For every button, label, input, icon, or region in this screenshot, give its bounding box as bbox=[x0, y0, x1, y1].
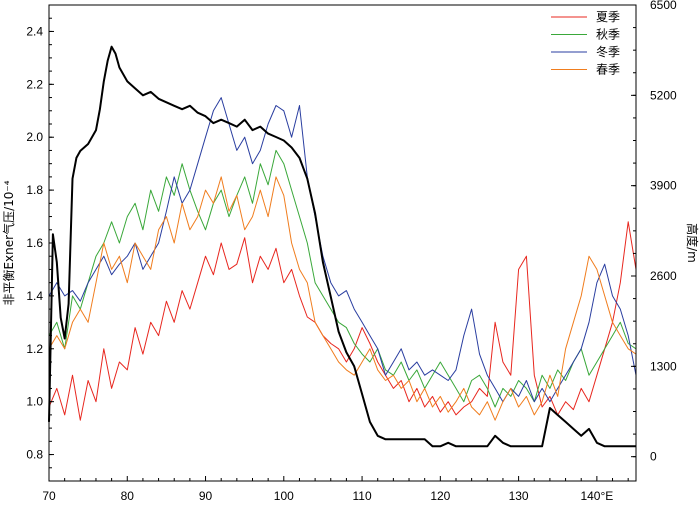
x-tick-label: 100 bbox=[274, 489, 294, 503]
series-layer bbox=[48, 45, 637, 448]
plot-area bbox=[49, 5, 636, 481]
y-axis-left: 0.8 1.0 1.2 1.4 1.6 1.8 2.0 2.2 2.4 bbox=[26, 4, 54, 482]
y-left-tick-label: 1.4 bbox=[26, 289, 43, 303]
x-axis: 70 80 90 100 110 120 130 140°E bbox=[42, 476, 629, 503]
x-tick-label: 110 bbox=[352, 489, 371, 503]
x-tick-label: 80 bbox=[121, 489, 135, 503]
x-tick-label: 90 bbox=[199, 489, 213, 503]
y-right-tick-label: 0 bbox=[650, 450, 657, 464]
series-line-1 bbox=[48, 149, 637, 408]
y-axis-left-title: 非平衡Exner气压/10⁻⁴ bbox=[1, 180, 16, 305]
x-tick-label: 120 bbox=[430, 489, 450, 503]
y-left-tick-label: 1.0 bbox=[26, 395, 43, 409]
x-tick-label: 140°E bbox=[580, 489, 613, 503]
y-right-tick-label: 2600 bbox=[650, 269, 677, 283]
y-left-tick-label: 2.4 bbox=[26, 24, 43, 38]
legend-label: 冬季 bbox=[596, 44, 620, 59]
y-axis-right: 0 1300 2600 3900 5200 6500 bbox=[631, 0, 677, 464]
y-left-tick-label: 1.2 bbox=[26, 342, 43, 356]
legend-label: 秋季 bbox=[596, 28, 620, 42]
y-right-tick-label: 1300 bbox=[650, 359, 677, 373]
y-left-tick-label: 2.2 bbox=[26, 77, 43, 91]
series-line-0 bbox=[48, 221, 637, 421]
y-axis-right-title: 高度/m bbox=[685, 223, 700, 263]
legend-label: 春季 bbox=[596, 63, 620, 77]
y-right-tick-label: 6500 bbox=[650, 0, 677, 12]
y-left-tick-label: 2.0 bbox=[26, 130, 43, 144]
series-line-3 bbox=[48, 176, 637, 421]
x-tick-label: 70 bbox=[42, 489, 56, 503]
y-left-tick-label: 0.8 bbox=[26, 448, 43, 462]
y-right-tick-label: 3900 bbox=[650, 179, 677, 193]
legend-label: 夏季 bbox=[596, 10, 620, 24]
x-tick-label: 130 bbox=[509, 489, 529, 503]
y-right-tick-label: 5200 bbox=[650, 88, 677, 102]
y-left-tick-label: 1.8 bbox=[26, 183, 43, 197]
series-line-4 bbox=[48, 45, 636, 448]
y-left-tick-label: 1.6 bbox=[26, 236, 43, 250]
